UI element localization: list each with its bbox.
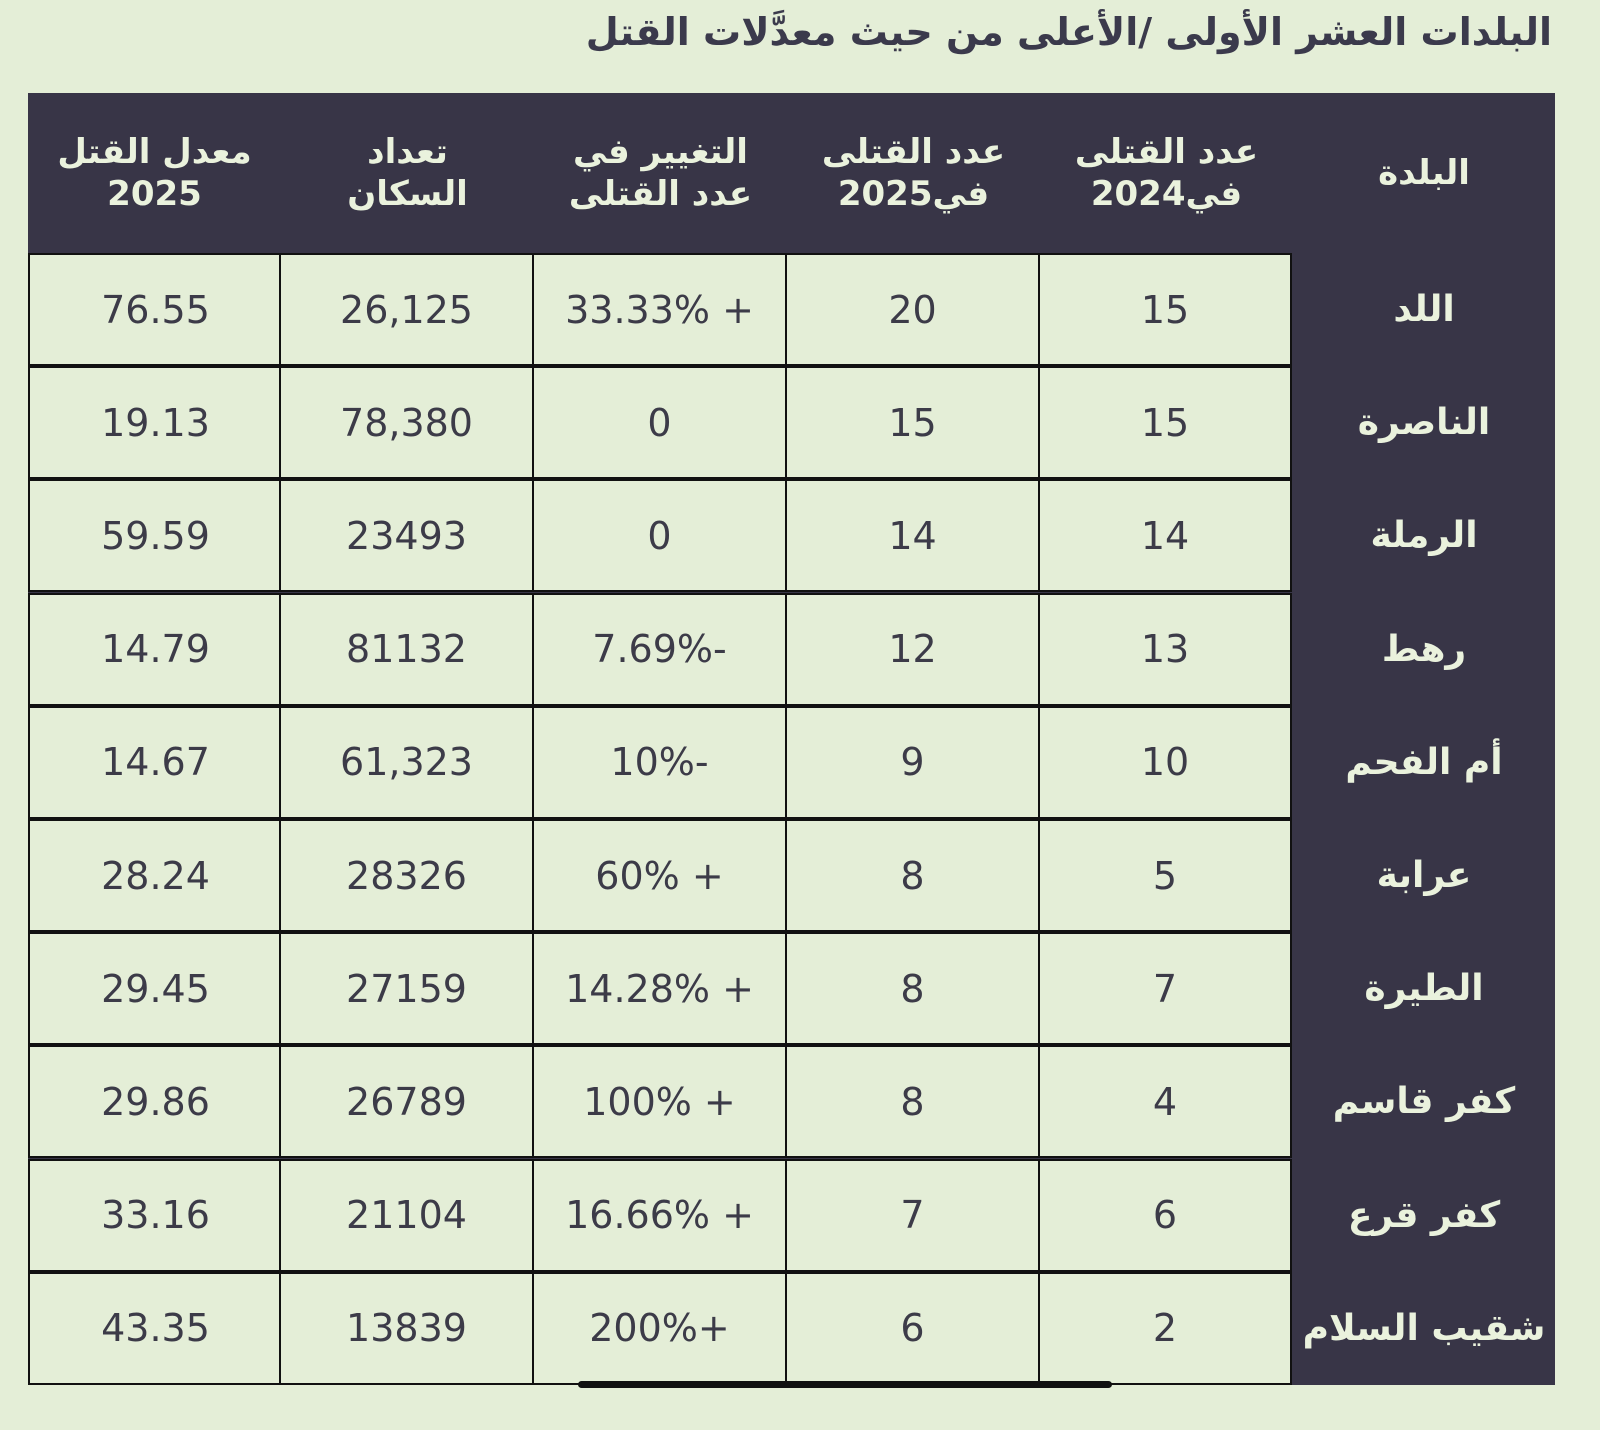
cell-killed-2024: 15 (1038, 366, 1292, 480)
cell-rate-2025: 59.59 (28, 479, 283, 593)
header-killed-2024: عدد القتلى في2024 (1074, 132, 1259, 214)
cell-killed-2025: 20 (785, 253, 1040, 366)
table-row: أم الفحم 14.67 61,323 10%- 9 10 (28, 705, 1555, 819)
cell-killed-2024: 7 (1038, 932, 1292, 1046)
cell-killed-2025: 12 (785, 592, 1040, 706)
cell-rate-2025: 28.24 (28, 819, 283, 932)
table-row: الناصرة 19.13 78,380 0 15 15 (28, 366, 1555, 480)
cell-town: أم الفحم (1345, 741, 1503, 783)
scroll-indicator[interactable] (578, 1381, 1112, 1388)
cell-population: 26,125 (279, 253, 534, 366)
cell-killed-2025: 6 (785, 1271, 1040, 1385)
cell-town: رهط (1381, 628, 1467, 670)
cell-rate-2025: 33.16 (28, 1158, 283, 1272)
cell-killed-2025: 14 (785, 479, 1040, 593)
cell-killed-2024: 14 (1038, 479, 1292, 593)
murder-rates-table: البلدة عدد القتلى في2024 عدد القتلى في20… (28, 93, 1555, 1385)
cell-killed-2025: 7 (785, 1158, 1040, 1272)
cell-population: 28326 (279, 819, 534, 932)
cell-killed-2024: 15 (1038, 253, 1292, 366)
table-row: الطيرة 29.45 27159 14.28% +8 7 (28, 932, 1555, 1046)
header-killed-2025: عدد القتلى في2025 (821, 132, 1006, 214)
cell-population: 21104 (279, 1158, 534, 1272)
cell-rate-2025: 76.55 (28, 253, 283, 366)
cell-change: 0 (532, 366, 787, 480)
table-row: شقيب السلام 43.35 13839 200%+ 6 2 (28, 1271, 1555, 1385)
table-row: عرابة 28.24 28326 60% +8 5 (28, 819, 1555, 932)
cell-killed-2025: 8 (785, 819, 1040, 932)
cell-town: اللد (1393, 289, 1455, 330)
table-row: كفر قاسم 29.86 26789 100% +8 4 (28, 1045, 1555, 1159)
cell-killed-2024: 13 (1038, 592, 1292, 706)
page-title: البلدات العشر الأولى /الأعلى من حيث معدَ… (585, 10, 1552, 54)
table-row: الرملة 59.59 23493 0 14 14 (28, 479, 1555, 593)
cell-town: كفر قاسم (1332, 1081, 1516, 1123)
cell-rate-2025: 14.67 (28, 705, 283, 819)
cell-town: الرملة (1370, 515, 1478, 557)
cell-killed-2024: 4 (1038, 1045, 1292, 1159)
cell-change: 7.69%- (532, 592, 787, 706)
cell-population: 61,323 (279, 705, 534, 819)
table-header-row: البلدة عدد القتلى في2024 عدد القتلى في20… (28, 93, 1555, 253)
cell-town: كفر قرع (1347, 1194, 1501, 1236)
table-row: اللد 76.55 26,125 33.33% +20 15 (28, 253, 1555, 366)
table-row: رهط 14.79 81132 7.69%- 12 13 (28, 592, 1555, 706)
cell-killed-2025: 15 (785, 366, 1040, 480)
cell-killed-2024: 6 (1038, 1158, 1292, 1272)
cell-town: شقيب السلام (1302, 1307, 1546, 1349)
header-population: تعداد السكان (347, 132, 468, 214)
cell-killed-2025: 9 (785, 705, 1040, 819)
cell-population: 81132 (279, 592, 534, 706)
cell-rate-2025: 29.86 (28, 1045, 283, 1159)
cell-population: 27159 (279, 932, 534, 1046)
cell-town: الناصرة (1357, 402, 1491, 444)
header-rate-2025: معدل القتل 2025 (57, 132, 252, 214)
cell-change: 60% + (532, 819, 787, 932)
cell-rate-2025: 14.79 (28, 592, 283, 706)
cell-change: 200%+ (532, 1271, 787, 1385)
header-town: البلدة (1378, 153, 1470, 193)
cell-killed-2025: 8 (785, 1045, 1040, 1159)
cell-population: 13839 (279, 1271, 534, 1385)
cell-change: 16.66% + (532, 1158, 787, 1272)
cell-killed-2024: 2 (1038, 1271, 1292, 1385)
cell-population: 78,380 (279, 366, 534, 480)
cell-change: 100% + (532, 1045, 787, 1159)
cell-change: 10%- (532, 705, 787, 819)
cell-town: عرابة (1376, 855, 1472, 896)
header-change: التغيير في عدد القتلى (568, 132, 753, 214)
table-row: كفر قرع 33.16 21104 16.66% +7 6 (28, 1158, 1555, 1272)
cell-rate-2025: 29.45 (28, 932, 283, 1046)
cell-rate-2025: 43.35 (28, 1271, 283, 1385)
cell-population: 23493 (279, 479, 534, 593)
cell-population: 26789 (279, 1045, 534, 1159)
cell-killed-2025: 8 (785, 932, 1040, 1046)
cell-town: الطيرة (1364, 968, 1484, 1010)
cell-killed-2024: 5 (1038, 819, 1292, 932)
cell-rate-2025: 19.13 (28, 366, 283, 480)
cell-change: 0 (532, 479, 787, 593)
cell-killed-2024: 10 (1038, 705, 1292, 819)
cell-change: 14.28% + (532, 932, 787, 1046)
cell-change: 33.33% + (532, 253, 787, 366)
